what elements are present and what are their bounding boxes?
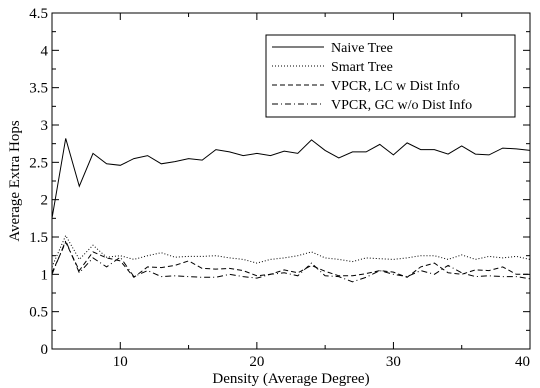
series-line-4 — [51, 239, 531, 283]
x-tick-label: 30 — [386, 354, 401, 370]
y-tick-label: 2.5 — [29, 155, 48, 171]
legend-label-1: Naive Tree — [331, 41, 393, 56]
y-tick-label: 2 — [41, 193, 49, 209]
x-axis-label: Density (Average Degree) — [212, 371, 369, 387]
series-line-3 — [51, 241, 530, 278]
legend-label-3: VPCR, LC w Dist Info — [331, 79, 460, 94]
legend: Naive Tree Smart Tree VPCR, LC w Dist Info… — [265, 34, 516, 118]
legend-label-4: VPCR, GC w/o Dist Info — [331, 98, 472, 113]
series-lines — [51, 138, 531, 283]
y-tick-label: 1.5 — [29, 230, 48, 246]
legend-label-2: Smart Tree — [331, 60, 393, 75]
x-tick-label: 10 — [113, 354, 128, 370]
series-line-1 — [51, 138, 531, 219]
y-tick-label: 4.5 — [29, 6, 48, 22]
x-tick-label: 40 — [515, 354, 530, 370]
x-tick-label: 20 — [249, 354, 264, 370]
y-tick-label: 3.5 — [29, 81, 48, 97]
y-tick-label: 0 — [41, 342, 49, 358]
y-axis-label: Average Extra Hops — [7, 120, 23, 242]
legend-box — [265, 34, 516, 118]
axes: 0 0.5 1 1.5 2 2.5 3 3.5 4 4.5 10 20 30 40 — [29, 6, 531, 370]
y-tick-label: 0.5 — [29, 305, 48, 321]
y-tick-label: 4 — [41, 43, 49, 59]
series-line-2 — [51, 234, 531, 268]
y-tick-label: 3 — [41, 118, 49, 134]
y-tick-label: 1 — [41, 267, 49, 283]
